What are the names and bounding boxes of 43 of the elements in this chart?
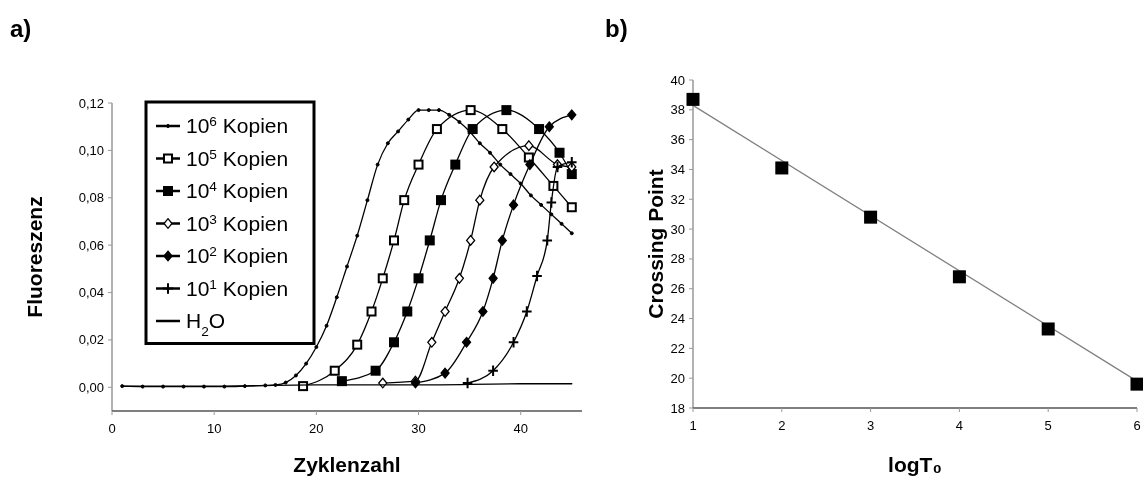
y-tick-label: 0,10 <box>78 142 104 158</box>
x-tick-label: 2 <box>778 418 786 433</box>
x-tick-label: 1 <box>689 418 697 433</box>
y-tick-label: 0,04 <box>78 285 104 301</box>
y-tick-label: 36 <box>670 132 685 148</box>
x-tick-label: 5 <box>1044 418 1052 433</box>
y-tick-label: 40 <box>670 72 685 88</box>
legend-label: 10$^{3}$ Kopien <box>186 211 289 235</box>
chart-title: a) <box>10 15 32 42</box>
legend-label: 10$^{4}$ Kopien <box>186 178 289 203</box>
legend-label: 10$^{5}$ Kopien <box>186 146 289 170</box>
x-tick-label: 4 <box>955 418 964 433</box>
y-tick-label: 20 <box>670 370 685 386</box>
y-tick-label: 34 <box>670 162 685 177</box>
x-tick-label: 0 <box>108 421 116 436</box>
y-tick-label: 0,00 <box>78 379 104 395</box>
y-tick-label: 0,08 <box>78 190 104 206</box>
y-axis-title: Fluoreszenz <box>23 196 46 318</box>
x-tick-label: 6 <box>1133 418 1141 433</box>
x-tick-label: 40 <box>513 421 528 436</box>
y-tick-label: 32 <box>670 191 685 207</box>
y-tick-label: 0,12 <box>78 95 104 111</box>
y-tick-label: 28 <box>670 251 685 267</box>
x-axis-title: Zyklenzahl <box>293 453 401 476</box>
y-tick-label: 38 <box>670 102 685 118</box>
legend-label: 10$^{2}$ Kopien <box>186 243 289 268</box>
legend-label: 10$^{6}$ Kopien <box>186 113 289 138</box>
y-tick-label: 26 <box>670 281 685 297</box>
y-tick-label: 18 <box>670 400 685 416</box>
y-tick-label: 0,06 <box>78 237 104 253</box>
x-tick-label: 10 <box>206 421 222 436</box>
y-tick-label: 0,02 <box>78 332 104 348</box>
legend-label: 10$^{1}$ Kopien <box>186 276 289 300</box>
y-axis-title: Crossing Point <box>644 169 667 319</box>
y-tick-label: 30 <box>670 221 685 237</box>
x-axis-title: logT₀ <box>888 453 942 476</box>
x-tick-label: 20 <box>309 421 324 436</box>
x-tick-label: 3 <box>866 418 875 433</box>
y-tick-label: 22 <box>670 340 685 356</box>
chart-title: b) <box>605 15 628 42</box>
y-tick-label: 24 <box>670 311 685 327</box>
legend-label: H$_{2}$O <box>186 309 226 339</box>
x-tick-label: 30 <box>411 421 426 436</box>
